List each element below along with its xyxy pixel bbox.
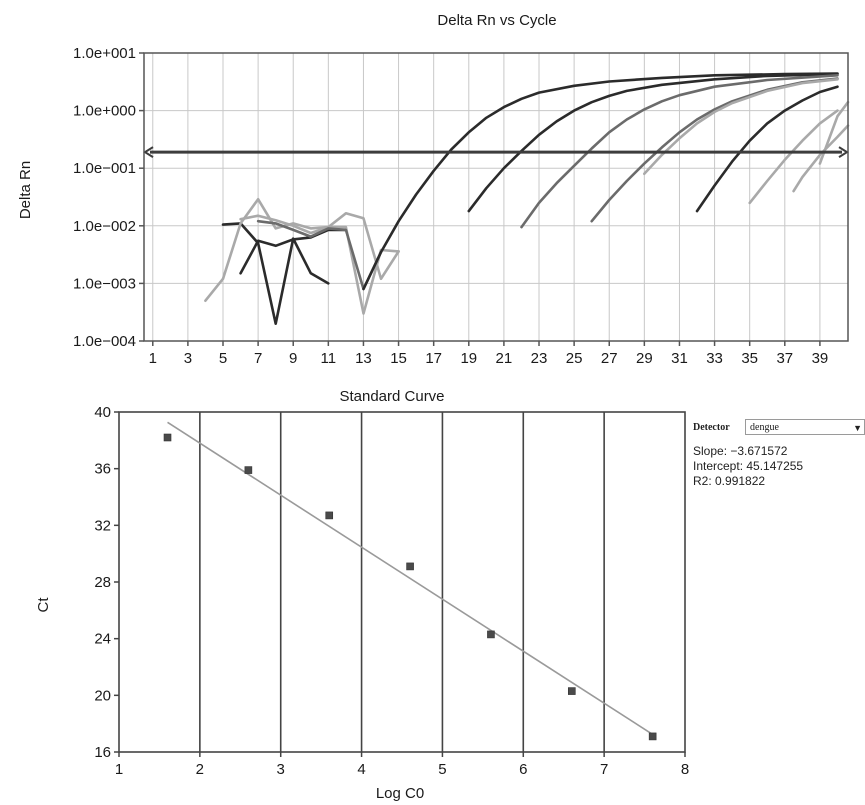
y-tick-label: 28 <box>94 574 111 591</box>
regression-stats: Slope: −3.671572 Intercept: 45.147255 R2… <box>693 444 865 489</box>
intercept-text: Intercept: 45.147255 <box>693 459 804 473</box>
amplification-plot: Delta Rn vs Cycle Delta Rn 1.0e+001 1.0e+… <box>17 12 850 367</box>
x-tick-label: 33 <box>706 350 723 367</box>
amplification-curve <box>204 197 400 302</box>
amplification-curve <box>256 219 383 291</box>
data-point <box>406 562 414 571</box>
amplification-curve <box>362 72 839 291</box>
x-tick-label: 27 <box>601 350 618 367</box>
chevron-down-icon: ▼ <box>853 423 862 433</box>
x-tick-label: 7 <box>254 350 262 367</box>
amplification-title: Delta Rn vs Cycle <box>437 12 556 29</box>
data-point <box>648 732 657 741</box>
amplification-curve <box>239 214 400 315</box>
standard-curve-xlabel: Log C0 <box>376 785 424 802</box>
x-tick-label: 29 <box>636 350 653 367</box>
x-tick-label: 11 <box>321 350 337 367</box>
standard-curve-ylabel: Ct <box>35 597 52 613</box>
data-point <box>325 511 334 520</box>
plot-area <box>144 53 848 341</box>
data-point <box>163 433 172 442</box>
detector-panel: Detector dengue ▼ Slope: −3.671572 Inter… <box>693 418 865 489</box>
amplification-curve <box>792 124 850 193</box>
x-tick-label: 9 <box>289 350 297 367</box>
y-tick-label: 1.0e+001 <box>73 45 136 62</box>
amplification-curve <box>520 74 839 229</box>
detector-row: Detector dengue ▼ <box>693 418 865 436</box>
x-tick-label: 1 <box>115 761 123 778</box>
detector-label: Detector <box>693 421 730 433</box>
amplification-curve <box>239 228 348 275</box>
standard-curve-title: Standard Curve <box>339 390 444 405</box>
x-tick-label: 39 <box>812 350 829 367</box>
y-tick-label: 24 <box>94 631 111 648</box>
data-point <box>567 687 576 695</box>
y-tick-label: 36 <box>94 461 111 478</box>
amplification-curve <box>695 85 839 213</box>
x-tick-label: 8 <box>681 761 689 778</box>
x-tick-label: 3 <box>277 761 285 778</box>
y-tick-label: 1.0e−001 <box>73 160 136 177</box>
y-tick-label: 1.0e−003 <box>73 275 136 292</box>
x-tick-label: 13 <box>355 350 372 367</box>
y-tick-label: 32 <box>94 517 111 534</box>
x-tick-label: 7 <box>600 761 608 778</box>
x-tick-label: 23 <box>531 350 548 367</box>
x-tick-label: 2 <box>196 761 204 778</box>
x-tick-label: 5 <box>438 761 446 778</box>
x-tick-label: 3 <box>184 350 192 367</box>
y-tick-label: 1.0e+000 <box>73 103 136 120</box>
detector-value: dengue <box>750 422 779 433</box>
y-tick-label: 1.0e−002 <box>73 218 136 235</box>
x-tick-label: 19 <box>460 350 477 367</box>
amplification-curve <box>643 78 839 176</box>
x-tick-label: 25 <box>566 350 583 367</box>
standard-curve-plot: Standard Curve Log C0 Ct 403632282420161… <box>35 390 689 802</box>
x-tick-label: 17 <box>425 350 442 367</box>
amplification-curve <box>748 109 839 205</box>
y-tick-label: 40 <box>94 404 111 421</box>
amplification-curve <box>467 72 839 213</box>
amplification-curve <box>818 100 850 165</box>
x-tick-label: 1 <box>149 350 157 367</box>
data-point <box>244 466 253 474</box>
x-tick-label: 15 <box>390 350 407 367</box>
r2-text: R2: 0.991822 <box>693 474 766 488</box>
x-tick-label: 31 <box>671 350 688 367</box>
data-point <box>487 630 495 639</box>
y-tick-label: 20 <box>94 687 111 704</box>
x-tick-label: 6 <box>519 761 527 778</box>
regression-line <box>167 421 654 736</box>
y-tick-label: 1.0e−004 <box>73 333 136 350</box>
x-tick-label: 35 <box>741 350 758 367</box>
slope-text: Slope: −3.671572 <box>693 444 788 458</box>
threshold-right-arrow-icon <box>838 146 849 158</box>
amplification-frame <box>143 52 849 342</box>
y-tick-label: 16 <box>94 744 111 761</box>
x-tick-label: 4 <box>357 761 365 778</box>
amplification-ylabel: Delta Rn <box>17 161 34 219</box>
detector-select[interactable]: dengue ▼ <box>745 419 865 435</box>
x-tick-label: 37 <box>776 350 793 367</box>
x-tick-label: 5 <box>219 350 227 367</box>
threshold-left-arrow-icon <box>143 146 154 158</box>
x-tick-label: 21 <box>496 350 513 367</box>
